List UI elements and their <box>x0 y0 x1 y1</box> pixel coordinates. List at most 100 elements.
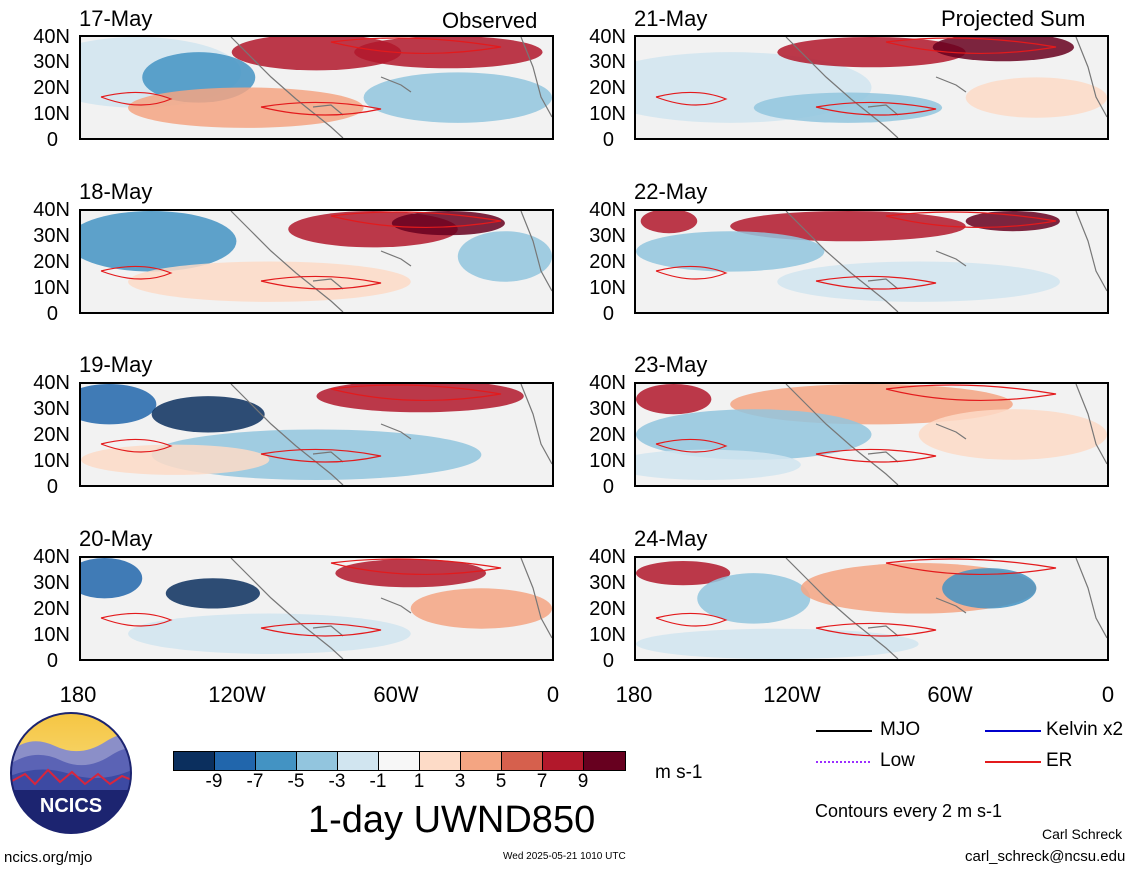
low-legend-line <box>816 761 872 763</box>
projected-sum-label: Projected Sum <box>941 6 1086 31</box>
coastline <box>785 211 1107 312</box>
longitude-label: 180 <box>59 682 97 707</box>
latitude-label: 0 <box>602 476 614 498</box>
anomaly-region <box>636 384 712 415</box>
er-contour <box>655 211 1057 290</box>
panel-date-label: 18-May <box>79 179 153 204</box>
colorbar-swatch <box>379 752 420 770</box>
kelvin-legend-line <box>985 730 1041 732</box>
wind-anomaly-field <box>636 384 1107 485</box>
colorbar <box>173 751 626 771</box>
anomaly-region <box>363 72 552 123</box>
er-contour <box>100 384 502 463</box>
mjo-legend-line <box>816 730 872 732</box>
panel-date-label: 17-May <box>79 6 153 31</box>
figure-title: 1-day UWND850 <box>308 799 596 841</box>
latitude-label: 20N <box>589 598 626 620</box>
map-panel <box>634 556 1109 661</box>
longitude-label: 0 <box>1101 682 1115 707</box>
colorbar-swatch <box>215 752 256 770</box>
latitude-label: 10N <box>589 450 626 472</box>
low-legend-label: Low <box>880 750 915 771</box>
longitude-label: 60W <box>373 682 419 707</box>
latitude-label: 10N <box>589 103 626 125</box>
latitude-label: 30N <box>589 225 626 247</box>
anomaly-region <box>165 578 260 609</box>
longitude-label: 120W <box>763 682 821 707</box>
colorbar-tick-label: -9 <box>205 771 223 792</box>
longitude-label: 180 <box>615 682 653 707</box>
anomaly-region <box>636 231 825 272</box>
anomaly-region <box>697 573 811 624</box>
latitude-label: 20N <box>589 251 626 273</box>
latitude-label: 30N <box>33 398 70 420</box>
colorbar-swatch <box>502 752 543 770</box>
coastline <box>230 558 552 659</box>
coastline <box>785 384 1107 485</box>
wind-anomaly-field <box>636 37 1107 138</box>
anomaly-region <box>777 261 1060 302</box>
panel-date-label: 23-May <box>634 352 708 377</box>
logo-text: NCICS <box>40 795 102 817</box>
latitude-label: 10N <box>33 624 70 646</box>
er-contour <box>100 37 502 116</box>
anomaly-region <box>753 92 943 123</box>
map-panel <box>634 209 1109 314</box>
latitude-label: 20N <box>589 77 626 99</box>
longitude-label: 60W <box>927 682 973 707</box>
latitude-label: 40N <box>33 372 70 394</box>
colorbar-tick-label: 9 <box>577 771 589 792</box>
latitude-label: 30N <box>589 572 626 594</box>
er-contour <box>100 558 502 637</box>
colorbar-tick-label: -3 <box>328 771 346 792</box>
er-contour <box>100 211 502 290</box>
mjo-legend-label: MJO <box>880 719 921 740</box>
wind-anomaly-field <box>81 558 552 659</box>
wind-anomaly-field <box>81 384 552 485</box>
latitude-label: 20N <box>33 598 70 620</box>
colorbar-swatch <box>461 752 502 770</box>
anomaly-region <box>636 409 872 460</box>
latitude-label: 10N <box>33 450 70 472</box>
longitude-label: 120W <box>208 682 266 707</box>
latitude-label: 10N <box>589 624 626 646</box>
observed-label: Observed <box>442 8 538 33</box>
wind-anomaly-field <box>636 211 1107 312</box>
wind-anomaly-field <box>81 37 552 138</box>
latitude-label: 30N <box>589 51 626 73</box>
latitude-label: 0 <box>46 650 58 672</box>
coastline <box>230 384 552 485</box>
latitude-label: 40N <box>589 546 626 568</box>
er-legend-label: ER <box>1046 750 1073 771</box>
colorbar-swatch <box>256 752 297 770</box>
kelvin-legend-label: Kelvin x2 <box>1046 719 1124 740</box>
colorbar-tick-label: 3 <box>454 771 466 792</box>
panel-date-label: 20-May <box>79 526 153 551</box>
panel-date-label: 21-May <box>634 6 708 31</box>
anomaly-region <box>918 409 1107 460</box>
longitude-label: 0 <box>546 682 560 707</box>
colorbar-tick-label: -5 <box>287 771 305 792</box>
anomaly-region <box>128 261 411 302</box>
colorbar-tick-label: 1 <box>413 771 425 792</box>
anomaly-region <box>410 588 552 629</box>
latitude-label: 0 <box>602 650 614 672</box>
anomaly-region <box>81 444 270 475</box>
anomaly-region <box>81 384 157 425</box>
anomaly-region <box>457 231 552 282</box>
latitude-label: 40N <box>33 199 70 221</box>
anomaly-region <box>640 211 698 234</box>
latitude-label: 10N <box>589 277 626 299</box>
anomaly-region <box>128 87 364 128</box>
latitude-label: 0 <box>46 129 58 151</box>
latitude-label: 40N <box>33 546 70 568</box>
latitude-label: 20N <box>589 424 626 446</box>
map-panel <box>634 382 1109 487</box>
author-name: Carl Schreck <box>1042 826 1123 842</box>
latitude-label: 40N <box>589 372 626 394</box>
er-contour <box>655 37 1057 116</box>
colorbar-units: m s-1 <box>655 762 703 783</box>
latitude-label: 10N <box>33 103 70 125</box>
latitude-label: 30N <box>33 51 70 73</box>
map-panel <box>79 556 554 661</box>
